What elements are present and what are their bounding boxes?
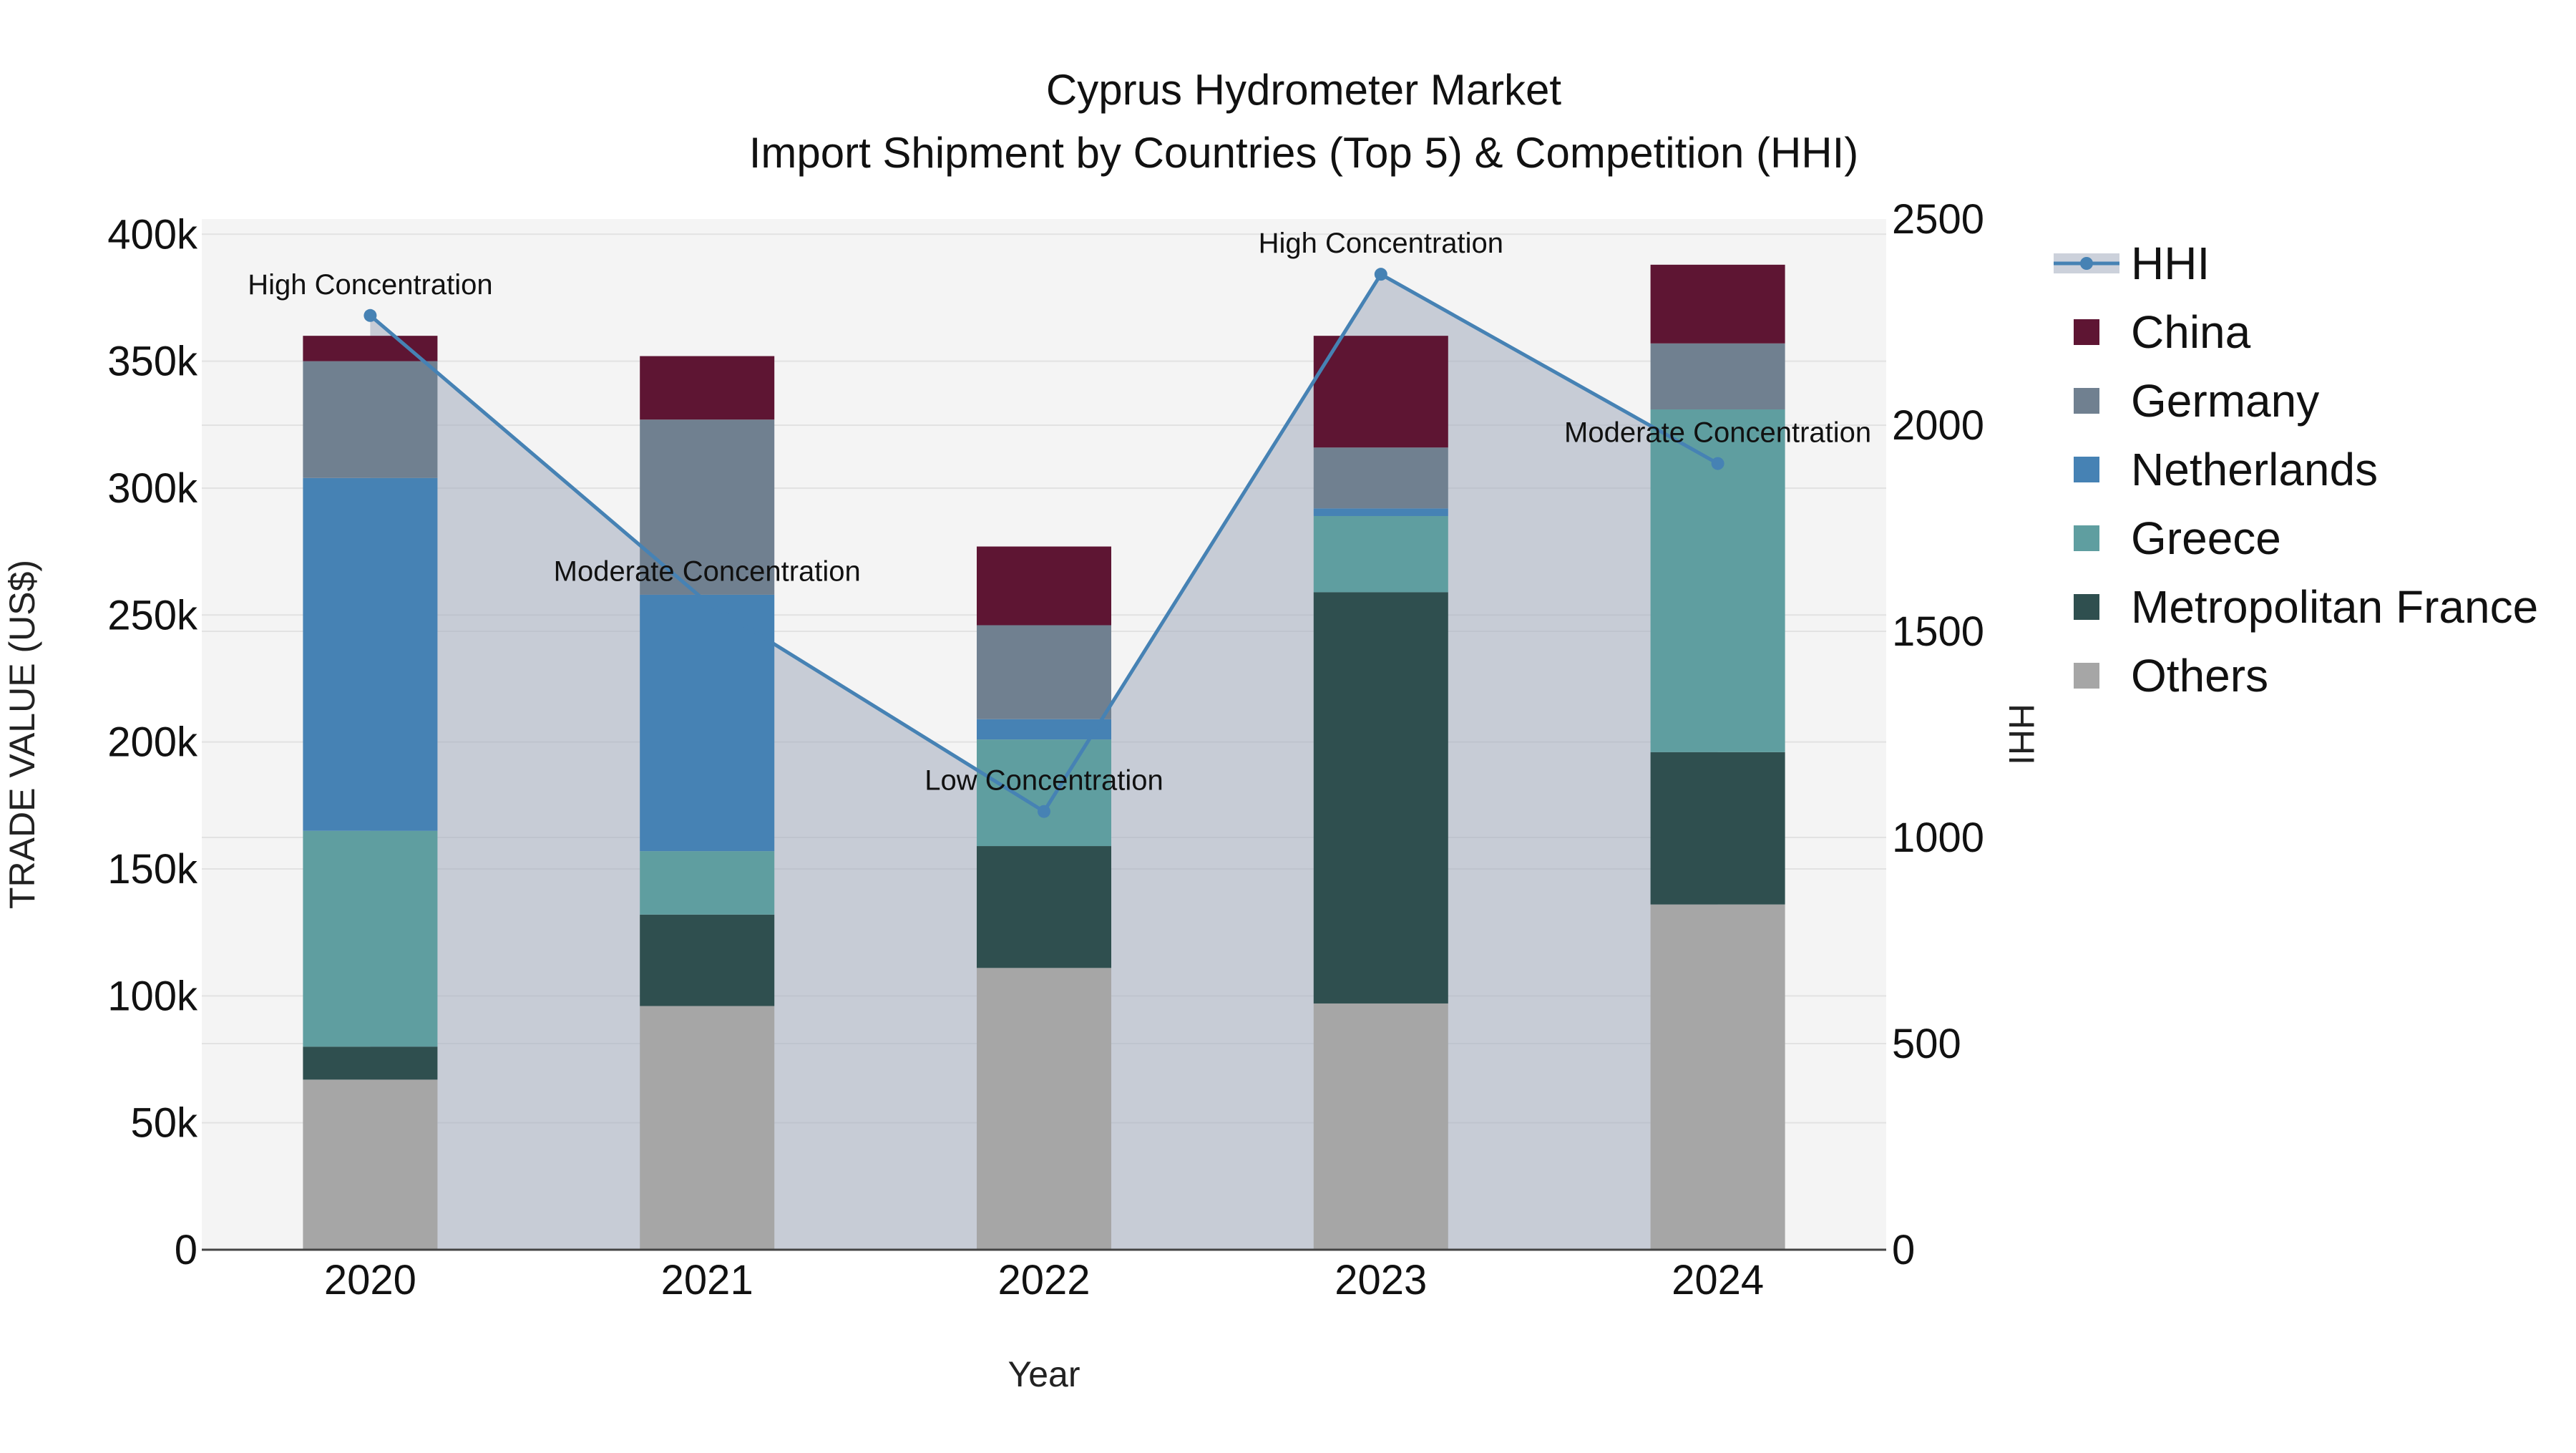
hhi-point-2023 [1374, 268, 1387, 281]
y2-tick-label: 0 [1892, 1227, 1915, 1273]
bar-greece-2023 [1313, 515, 1448, 593]
hhi-point-2020 [364, 308, 377, 322]
y2-axis-title: HHI [2001, 704, 2041, 765]
y-tick-label: 250k [107, 592, 198, 638]
hhi-annotation-2021: Moderate Concentration [554, 556, 861, 588]
legend-label-hhi: HHI [2131, 238, 2210, 289]
bar-china-2022 [977, 546, 1111, 626]
y-tick-label: 400k [107, 211, 198, 258]
hhi-annotation-2023: High Concentration [1259, 228, 1503, 259]
bar-china-2020 [303, 336, 438, 361]
legend-item-china: China [2074, 306, 2251, 358]
bar-greece-2020 [303, 830, 438, 1047]
y-axis-title: TRADE VALUE (US$) [2, 560, 42, 909]
bar-china-2021 [640, 356, 775, 420]
bar-germany-2024 [1650, 343, 1785, 410]
y2-axis-ticks: 0 500 1000 1500 2000 2500 [1892, 196, 1984, 1273]
bar-netherlands-2020 [303, 477, 438, 831]
legend-swatch-greece [2074, 525, 2099, 551]
hhi-annotation-2020: High Concentration [248, 269, 492, 301]
legend-label-germany: Germany [2131, 375, 2319, 427]
bar-germany-2020 [303, 361, 438, 478]
bar-others-2020 [303, 1079, 438, 1250]
y2-tick-label: 2000 [1892, 402, 1984, 449]
legend-item-metropolitan-france: Metropolitan France [2074, 581, 2538, 633]
legend-item-others: Others [2074, 650, 2268, 701]
legend-swatch-netherlands [2074, 457, 2099, 482]
y-tick-label: 200k [107, 719, 198, 766]
bar-metropolitan-france-2020 [303, 1046, 438, 1080]
bar-metropolitan-france-2023 [1313, 592, 1448, 1004]
legend-swatch-others [2074, 663, 2099, 689]
legend-label-greece: Greece [2131, 512, 2281, 564]
y2-tick-label: 2500 [1892, 196, 1984, 243]
x-tick-label: 2021 [661, 1257, 753, 1303]
y2-tick-label: 500 [1892, 1021, 1961, 1067]
bar-others-2023 [1313, 1003, 1448, 1250]
legend-label-china: China [2131, 306, 2251, 358]
bar-germany-2023 [1313, 447, 1448, 509]
bar-others-2022 [977, 968, 1111, 1250]
y-tick-label: 50k [130, 1100, 198, 1147]
y-axis-ticks: 0 50k 100k 150k 200k 250k 300k 350k 400k [107, 211, 198, 1273]
legend-item-netherlands: Netherlands [2074, 444, 2378, 495]
hhi-point-2021 [701, 596, 714, 609]
legend-label-netherlands: Netherlands [2131, 444, 2378, 495]
y-tick-label: 0 [175, 1227, 197, 1273]
legend-swatch-hhi-marker [2080, 257, 2093, 270]
bar-greece-2021 [640, 851, 775, 915]
bar-others-2021 [640, 1006, 775, 1250]
legend-item-hhi: HHI [2054, 238, 2210, 289]
bar-germany-2022 [977, 625, 1111, 719]
bar-netherlands-2022 [977, 719, 1111, 740]
y-tick-label: 300k [107, 465, 198, 512]
chart-subtitle: Import Shipment by Countries (Top 5) & C… [749, 129, 1859, 177]
hhi-annotation-2024: Moderate Concentration [1564, 417, 1871, 449]
y-tick-label: 100k [107, 973, 198, 1019]
x-axis-ticks: 2020 2021 2022 2023 2024 [324, 1257, 1764, 1303]
x-tick-label: 2020 [324, 1257, 416, 1303]
chart-title: Cyprus Hydrometer Market [1046, 66, 1562, 114]
bar-netherlands-2023 [1313, 508, 1448, 516]
bar-stacks [303, 264, 1785, 1250]
legend-swatch-china [2074, 319, 2099, 345]
hhi-annotations: High Concentration Moderate Concentration… [248, 228, 1871, 797]
y-tick-label: 350k [107, 339, 198, 385]
bar-metropolitan-france-2022 [977, 846, 1111, 968]
legend-item-greece: Greece [2074, 512, 2281, 564]
hhi-annotation-2022: Low Concentration [924, 765, 1163, 797]
legend-swatch-germany [2074, 388, 2099, 414]
bar-others-2024 [1650, 904, 1785, 1250]
legend-label-metropolitan-france: Metropolitan France [2131, 581, 2538, 633]
bar-metropolitan-france-2024 [1650, 752, 1785, 905]
legend-swatch-metropolitan-france [2074, 594, 2099, 620]
legend: HHI China Germany Netherlands Greece Metropol… [2054, 238, 2538, 701]
x-tick-label: 2024 [1672, 1257, 1764, 1303]
bar-greece-2022 [977, 739, 1111, 847]
bar-china-2024 [1650, 264, 1785, 344]
y-tick-label: 150k [107, 846, 198, 893]
bar-metropolitan-france-2021 [640, 914, 775, 1006]
legend-item-germany: Germany [2074, 375, 2319, 427]
bar-china-2023 [1313, 336, 1448, 448]
hhi-line-group [364, 268, 1724, 818]
hhi-point-2022 [1038, 805, 1050, 818]
x-axis-title: Year [1008, 1354, 1080, 1394]
y2-tick-label: 1000 [1892, 815, 1984, 861]
x-tick-label: 2023 [1335, 1257, 1427, 1303]
x-tick-label: 2022 [997, 1257, 1090, 1303]
hhi-point-2024 [1711, 457, 1724, 470]
y2-tick-label: 1500 [1892, 608, 1984, 655]
bar-netherlands-2021 [640, 594, 775, 852]
legend-label-others: Others [2131, 650, 2268, 701]
